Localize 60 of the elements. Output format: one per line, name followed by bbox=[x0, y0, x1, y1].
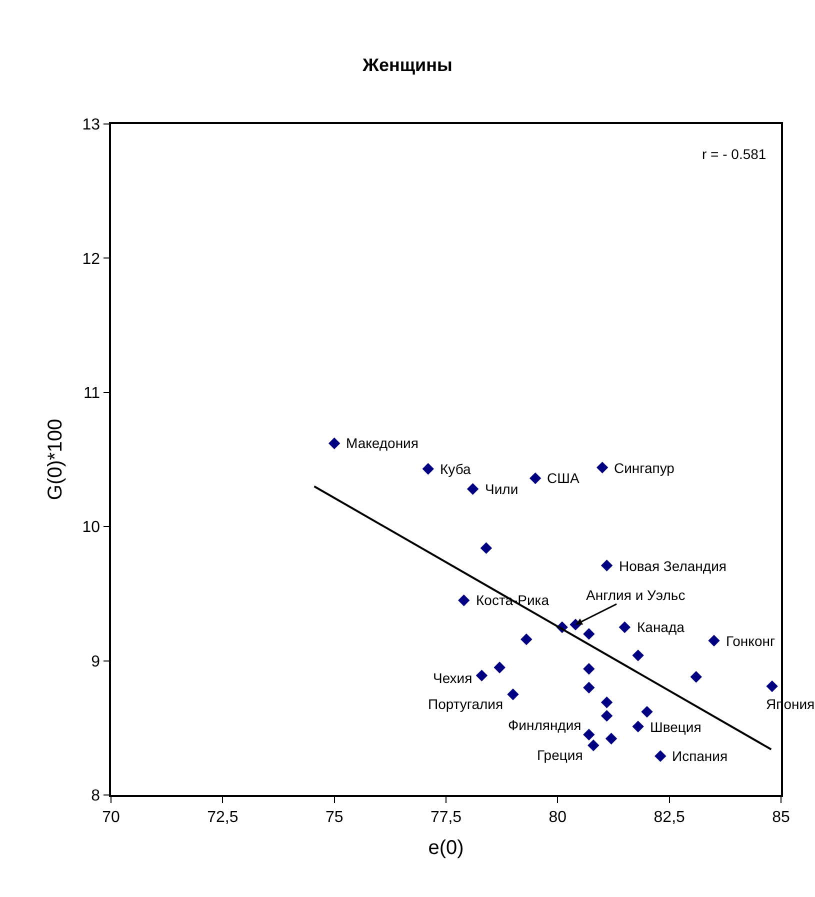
point bbox=[605, 732, 618, 744]
point bbox=[328, 438, 340, 450]
point bbox=[480, 542, 492, 554]
point bbox=[600, 560, 613, 572]
point bbox=[458, 594, 470, 606]
point bbox=[588, 740, 600, 752]
point bbox=[583, 682, 595, 694]
annotation: Новая Зеландия bbox=[619, 558, 726, 574]
y-tick-label: 8 bbox=[91, 788, 100, 805]
annotation: Канада bbox=[637, 619, 685, 635]
point bbox=[466, 483, 479, 495]
point bbox=[654, 750, 666, 762]
chart-title: Женщины bbox=[362, 54, 452, 75]
x-tick-label: 85 bbox=[772, 808, 790, 826]
annotation: Швеция bbox=[650, 719, 702, 735]
point bbox=[476, 670, 488, 682]
annotation: США bbox=[547, 470, 580, 486]
x-axis-title: e(0) bbox=[428, 836, 464, 859]
point bbox=[494, 662, 506, 674]
x-tick-label: 77,5 bbox=[430, 808, 462, 826]
annotation: Гонконг bbox=[726, 633, 776, 649]
annotation: Македония bbox=[346, 435, 418, 451]
point bbox=[708, 634, 720, 647]
annotation: Сингапур bbox=[614, 460, 675, 476]
annotation: Куба bbox=[440, 461, 472, 477]
annotation: r = - 0.581 bbox=[702, 146, 766, 162]
point bbox=[583, 728, 595, 740]
x-tick-label: 82,5 bbox=[654, 808, 685, 826]
point bbox=[583, 663, 595, 675]
point bbox=[600, 696, 613, 708]
point bbox=[690, 671, 702, 683]
point bbox=[632, 650, 644, 662]
y-tick-label: 13 bbox=[82, 116, 100, 134]
x-tick-label: 75 bbox=[325, 808, 344, 826]
annotation: Испания bbox=[672, 748, 728, 764]
annotation: Греция bbox=[537, 747, 583, 763]
x-tick-label: 80 bbox=[548, 808, 567, 826]
point bbox=[529, 472, 542, 484]
y-axis-title: G(0)*100 bbox=[44, 418, 66, 500]
point bbox=[641, 706, 653, 718]
y-tick-label: 9 bbox=[91, 653, 100, 670]
y-tick-label: 10 bbox=[82, 519, 100, 536]
point bbox=[618, 621, 631, 634]
x-tick-label: 72,5 bbox=[207, 808, 238, 826]
point bbox=[596, 462, 608, 474]
y-tick-label: 11 bbox=[83, 385, 100, 402]
point bbox=[632, 720, 644, 732]
annotation: Чехия bbox=[433, 670, 472, 686]
y-tick-label: 12 bbox=[82, 250, 100, 268]
annotation: Чили bbox=[485, 481, 518, 497]
annotation: Англия и Уэльс bbox=[586, 587, 686, 603]
annotation: Финляндия bbox=[508, 717, 582, 733]
point bbox=[600, 710, 613, 722]
point bbox=[583, 628, 595, 640]
x-tick-label: 70 bbox=[102, 808, 120, 826]
point bbox=[520, 633, 532, 646]
point bbox=[766, 680, 778, 692]
point bbox=[507, 688, 519, 700]
point bbox=[422, 463, 434, 475]
annotation: Португалия bbox=[428, 696, 504, 712]
